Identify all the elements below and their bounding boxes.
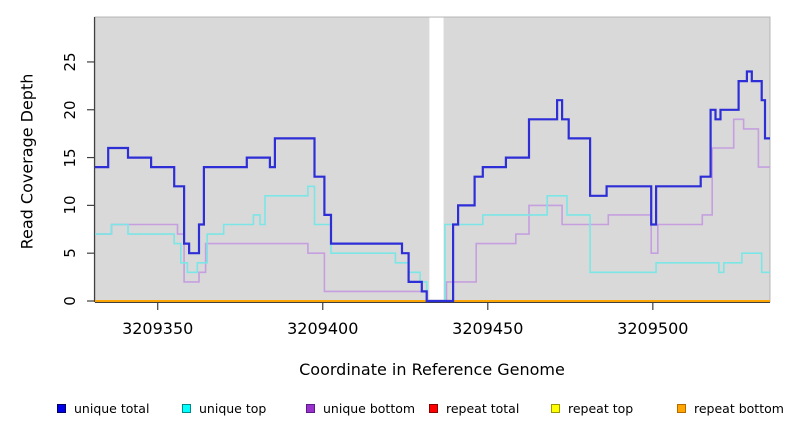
legend-item-repeat-top: repeat top	[551, 402, 633, 415]
legend-swatch-icon	[677, 404, 686, 413]
x-axis-label: Coordinate in Reference Genome	[299, 360, 565, 379]
legend-item-unique-top: unique top	[182, 402, 266, 415]
x-tick-label: 3209400	[287, 319, 359, 338]
y-tick-label: 20	[61, 100, 79, 120]
y-tick-label: 5	[61, 248, 79, 258]
legend-label: repeat top	[568, 401, 634, 416]
legend-swatch-icon	[551, 404, 560, 413]
legend-swatch-icon	[429, 404, 438, 413]
y-tick-label: 0	[61, 296, 79, 306]
legend-label: unique total	[74, 401, 150, 416]
legend-item-repeat-bottom: repeat bottom	[677, 402, 784, 415]
x-tick-label: 3209350	[122, 319, 194, 338]
series-line-unique-bottom	[95, 118, 770, 302]
y-tick-label: 15	[61, 148, 79, 168]
no-data-gap-band	[429, 17, 444, 300]
legend-swatch-icon	[57, 404, 66, 413]
legend-label: repeat bottom	[694, 401, 784, 416]
legend-item-repeat-total: repeat total	[429, 402, 519, 415]
x-tick-label: 3209500	[617, 319, 689, 338]
y-tick-label: 25	[61, 52, 79, 72]
series-line-unique-top	[95, 185, 770, 302]
legend-swatch-icon	[182, 404, 191, 413]
x-tick-label: 3209450	[452, 319, 524, 338]
legend-label: repeat total	[446, 401, 520, 416]
y-axis-label: Read Coverage Depth	[17, 73, 37, 250]
legend-label: unique bottom	[323, 401, 416, 416]
legend-swatch-icon	[306, 404, 315, 413]
series-line-unique-total	[95, 70, 770, 303]
legend-item-unique-total: unique total	[57, 402, 149, 415]
legend-label: unique top	[199, 401, 267, 416]
y-tick-label: 10	[61, 195, 79, 215]
legend-item-unique-bottom: unique bottom	[306, 402, 415, 415]
